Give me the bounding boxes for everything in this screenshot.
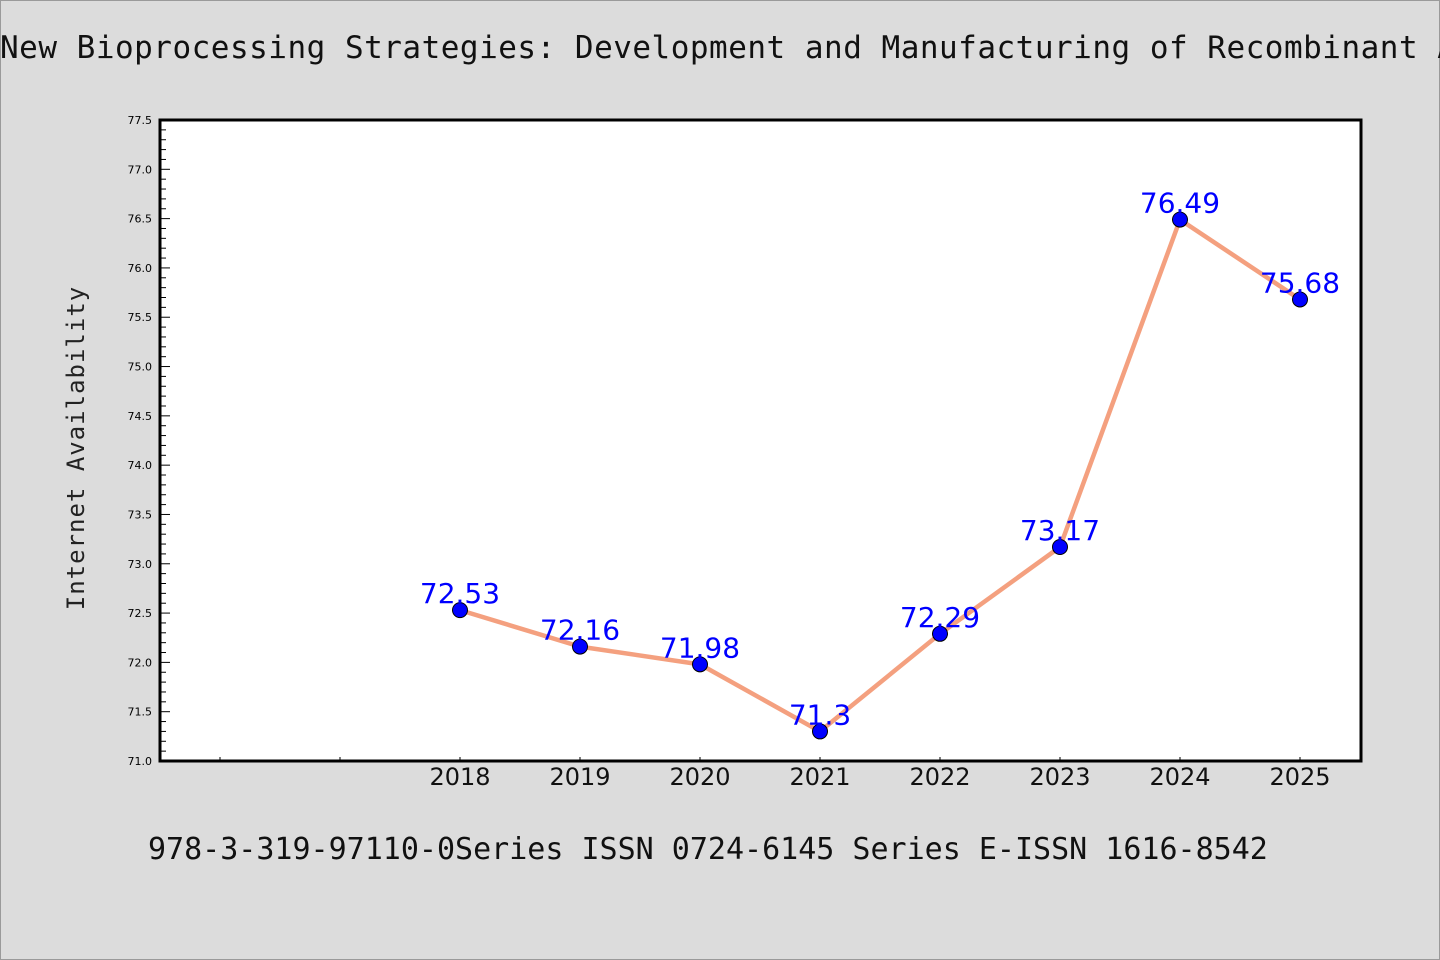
y-tick-label: 72.5 <box>128 607 153 620</box>
y-tick-label: 71.0 <box>128 755 153 768</box>
chart-title: New Bioprocessing Strategies: Developmen… <box>0 30 1440 66</box>
data-label: 76.49 <box>1140 187 1220 220</box>
data-label: 71.98 <box>660 631 740 664</box>
data-label: 75.68 <box>1260 266 1340 299</box>
data-point-marker <box>452 602 468 619</box>
y-tick-label: 72.0 <box>128 656 153 669</box>
data-point-marker <box>1292 291 1308 308</box>
series-line <box>457 217 1303 734</box>
x-tick-label: 2023 <box>1029 763 1090 791</box>
x-tick-label: 2024 <box>1149 763 1210 791</box>
x-axis-ticks: 2018 2019 2020 2021 2022 2023 2024 2025 <box>219 757 1331 791</box>
data-point-marker <box>1052 539 1068 556</box>
data-label: 72.16 <box>540 614 620 647</box>
x-tick-label: 2019 <box>549 763 610 791</box>
y-tick-label: 74.0 <box>128 459 153 472</box>
series-markers <box>452 211 1308 740</box>
series-line-layer <box>457 217 1303 734</box>
data-point-marker <box>1172 211 1188 228</box>
x-tick-label: 2021 <box>789 763 850 791</box>
data-label: 72.29 <box>900 601 980 634</box>
x-tick-label: 2018 <box>429 763 490 791</box>
y-tick-label: 77.0 <box>128 163 153 176</box>
isbn-issn-footer: 978-3-319-97110-0Series ISSN 0724-6145 S… <box>148 832 1268 867</box>
x-tick-label: 2020 <box>669 763 730 791</box>
plot-area <box>158 118 1363 763</box>
data-label: 73.17 <box>1020 514 1100 547</box>
y-tick-label: 75.5 <box>128 311 153 324</box>
y-axis-ticks: 71.0 71.5 72.0 72.5 73.0 73.5 74.0 74.5 75.0 75.5… <box>128 114 170 768</box>
y-tick-label: 76.0 <box>128 262 153 275</box>
y-tick-label: 71.5 <box>128 706 153 719</box>
data-label: 71.3 <box>789 698 851 731</box>
data-label: 72.53 <box>420 577 500 610</box>
y-tick-label: 75.0 <box>128 361 153 374</box>
data-point-marker <box>692 656 708 673</box>
x-tick-label: 2022 <box>909 763 970 791</box>
y-tick-label: 76.5 <box>128 213 153 226</box>
data-point-marker <box>572 638 588 655</box>
y-tick-label: 73.5 <box>128 508 153 521</box>
y-tick-label: 77.5 <box>128 114 153 127</box>
y-tick-label: 73.0 <box>128 558 153 571</box>
data-point-marker <box>932 625 948 642</box>
data-point-marker <box>812 723 828 740</box>
y-tick-label: 74.5 <box>128 410 153 423</box>
data-labels: 72.53 72.16 71.98 71.3 72.29 73.17 76.49 75.68 <box>420 187 1340 732</box>
x-tick-label: 2025 <box>1269 763 1330 791</box>
